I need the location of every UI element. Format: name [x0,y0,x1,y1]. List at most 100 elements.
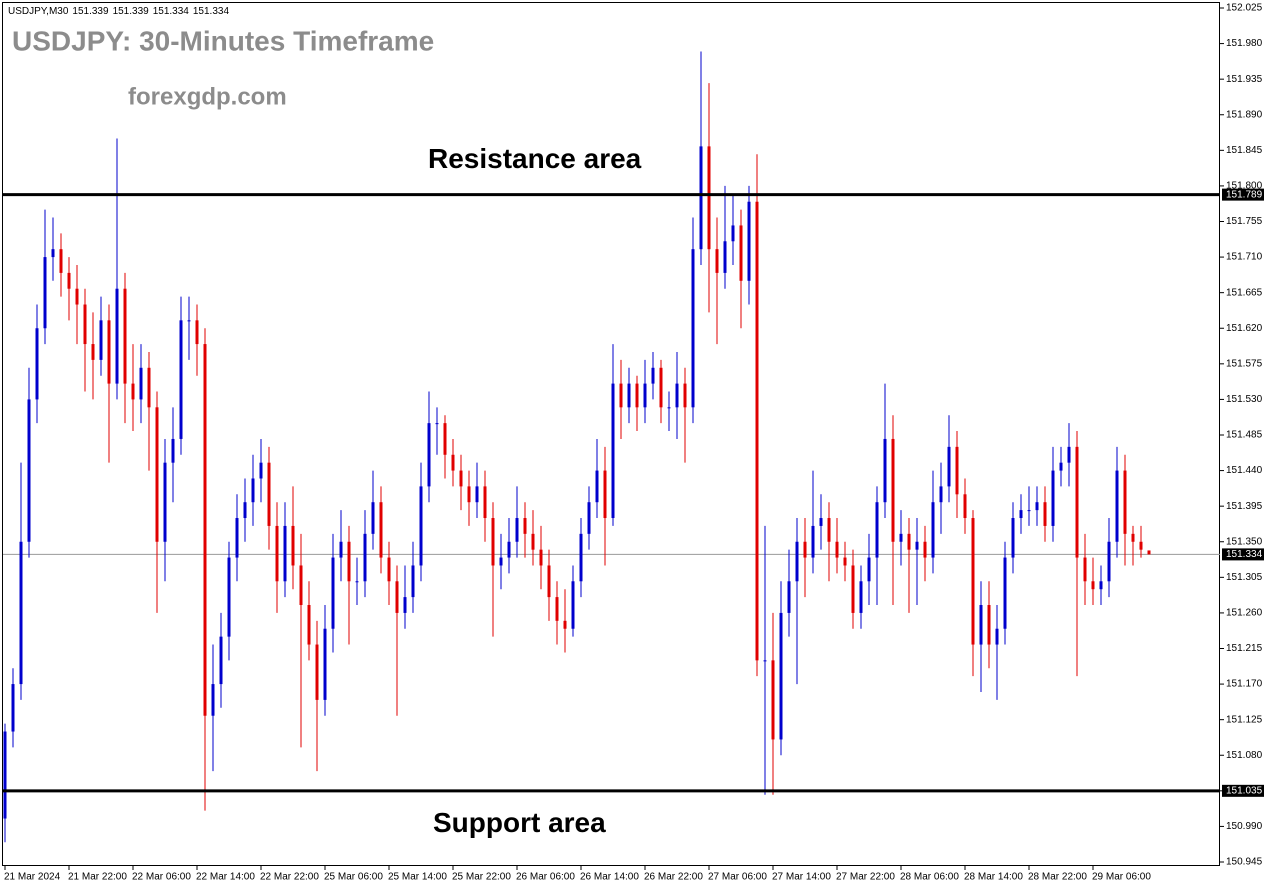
info-value: 151.339 [113,6,150,17]
candle-body [563,620,567,629]
candle-body [811,525,815,558]
x-tick-label: 21 Mar 22:00 [68,872,127,883]
candle-body [747,201,751,281]
candle-body [883,438,887,503]
candle-body [331,557,335,629]
candle-body [643,383,647,408]
candle-body [267,462,271,526]
info-value: 151.334 [193,6,230,17]
level-tag [1222,188,1264,201]
x-tick-label: 25 Mar 14:00 [388,872,447,883]
x-tick-label: 26 Mar 06:00 [516,872,575,883]
plot-frame [2,2,1220,866]
candle-body [683,383,687,408]
candle-body [819,518,823,526]
candle-body [123,288,127,384]
y-tick-label: 152.025 [1226,3,1263,14]
candle-body [715,249,719,273]
candle-body [1099,581,1103,590]
candle-body [483,486,487,519]
candle-body [67,272,71,289]
candle-body [1075,446,1079,558]
candle-body [443,423,447,455]
y-tick-label: 151.710 [1226,252,1263,263]
candle-body [1115,470,1119,542]
candle-body [355,581,359,583]
candle-body [1091,581,1095,590]
candle-body [1011,518,1015,558]
candle-body [459,470,463,487]
y-tick-label: 151.440 [1226,465,1263,476]
candle-body [499,557,503,566]
candle-body [155,407,159,542]
candle-body [1107,541,1111,582]
candle-body [283,525,287,582]
x-tick-label: 26 Mar 22:00 [644,872,703,883]
candle-body [363,533,367,582]
y-tick-label: 151.530 [1226,394,1263,405]
candle-body [763,660,767,662]
candle-body [603,470,607,519]
candle-body [843,557,847,566]
candle-body [723,241,727,273]
y-tick-label: 151.170 [1226,679,1263,690]
candle-body [27,399,31,542]
y-tick-label: 151.665 [1226,287,1263,298]
candle-body [963,494,967,519]
y-tick-label: 151.890 [1226,109,1263,120]
x-tick-label: 29 Mar 06:00 [1092,872,1151,883]
candle-body [403,597,407,613]
candle-body [387,557,391,582]
candle-body [1083,557,1087,582]
candle-body [875,502,879,558]
candle-body [659,367,663,408]
candle-body [227,557,231,637]
candle-body [795,541,799,582]
candle-body [299,565,303,606]
x-tick-label: 22 Mar 14:00 [196,872,255,883]
y-tick-label: 151.485 [1226,430,1263,441]
candle-body [1043,502,1047,526]
candle-body [395,581,399,613]
candle-body [171,438,175,463]
candle-body [467,486,471,503]
candle-body [131,383,135,400]
candle-body [1019,510,1023,519]
candle-body [83,304,87,345]
candle-body [739,225,743,281]
x-tick-label: 25 Mar 06:00 [324,872,383,883]
candle-body [915,541,919,550]
candle-body [699,146,703,250]
candle-body [99,320,103,360]
y-tick-label: 151.305 [1226,572,1263,583]
candle-body [555,597,559,621]
candle-body [251,478,255,503]
candle-body [323,628,327,700]
candle-body [1123,470,1127,534]
candle-body [219,636,223,685]
candle-body [195,320,199,345]
level-tag-label: 151.035 [1226,785,1263,796]
x-tick-label: 27 Mar 06:00 [708,872,767,883]
y-tick-label: 150.945 [1226,857,1263,868]
candle-body [475,486,479,503]
candle-body [971,518,975,645]
candle-body [1003,557,1007,629]
candle-body [987,605,991,645]
candle-body [867,557,871,582]
candle-body [923,541,927,558]
candle-body [179,320,183,439]
candle-body [107,320,111,384]
candle-body [75,288,79,305]
x-tick-label: 21 Mar 2024 [4,872,61,883]
candle-body [515,518,519,542]
candle-body [339,541,343,558]
candle-body [139,367,143,400]
candle-body [451,454,455,471]
candle-body [1027,510,1031,512]
candle-body [491,518,495,566]
candle-body [619,383,623,408]
y-tick-label: 151.845 [1226,145,1263,156]
candle-body [203,344,207,716]
